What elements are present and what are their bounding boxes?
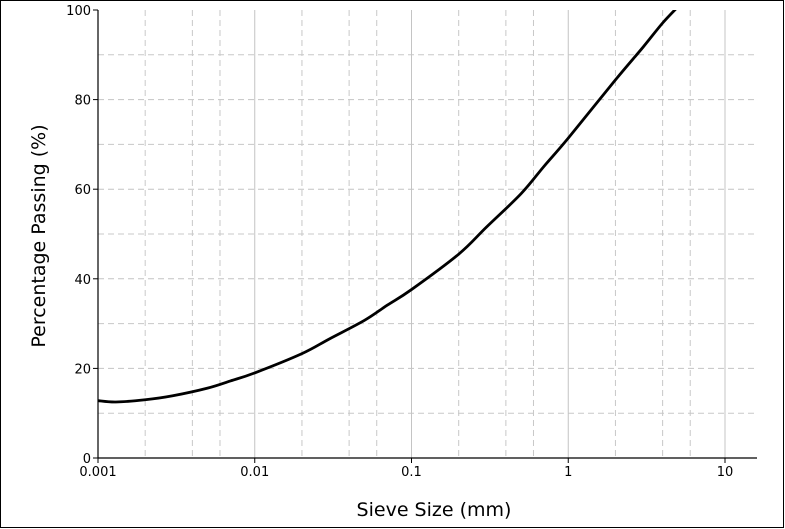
y-tick-label: 0 — [83, 452, 91, 467]
y-tick-label: 60 — [74, 183, 91, 198]
x-tick-label: 1 — [564, 465, 572, 480]
x-tick-label: 0.001 — [79, 465, 116, 480]
plot-area — [98, 10, 677, 404]
series-line-0 — [98, 10, 677, 404]
y-tick-label: 100 — [66, 4, 91, 19]
y-tick-label: 20 — [74, 362, 91, 377]
x-tick-label: 10 — [717, 465, 734, 480]
y-tick-label: 80 — [74, 94, 91, 109]
y-tick-label: 40 — [74, 273, 91, 288]
x-tick-label: 0.01 — [240, 465, 269, 480]
y-axis-title: Percentage Passing (%) — [28, 124, 50, 347]
x-tick-label: 0.1 — [401, 465, 422, 480]
x-axis-title: Sieve Size (mm) — [357, 499, 512, 521]
